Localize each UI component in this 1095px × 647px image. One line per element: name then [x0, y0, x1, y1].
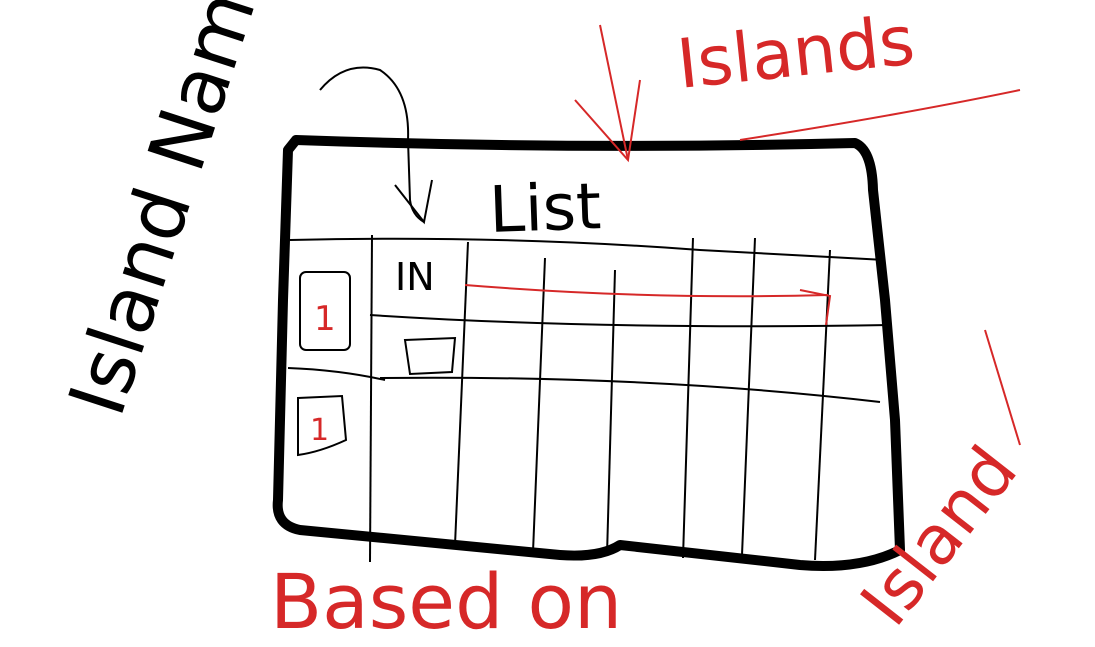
row-checkbox-number: 1 [314, 299, 336, 339]
row-checkbox-number: 1 [310, 413, 329, 448]
row-span-arrow-head [799, 289, 832, 326]
table-row-line-3 [287, 367, 386, 381]
table-column-line [606, 269, 616, 556]
table-header-line [289, 237, 886, 261]
title-arrow [319, 66, 425, 223]
row-checkbox[interactable] [299, 271, 351, 351]
row-checkbox[interactable] [297, 394, 348, 457]
islands-arrow-head [574, 79, 641, 163]
table-row-line-2 [379, 376, 881, 403]
island-name-cell: IN [395, 255, 435, 299]
island-note: Island [846, 432, 1033, 640]
list-title: List [488, 170, 602, 248]
table-column-line [741, 237, 756, 556]
row-span-arrow [464, 284, 829, 298]
based-on-note: Based on [270, 557, 622, 646]
table-column-line [814, 249, 831, 561]
table-row: 1 [297, 394, 348, 457]
island-name-note: Island Name [52, 0, 288, 426]
cell-checkbox[interactable] [403, 336, 457, 376]
islands-arrow [599, 24, 629, 161]
list-frame [272, 135, 905, 571]
islands-note: Islands [674, 1, 919, 104]
table-column-line [369, 234, 373, 563]
table-row-line-1 [369, 314, 891, 328]
table-column-line [682, 237, 694, 559]
title-arrow-head [394, 179, 433, 225]
table-row: 1 [299, 271, 351, 351]
table-column-line [454, 241, 469, 546]
island-note-stroke [984, 329, 1021, 446]
table-column-line [532, 257, 546, 553]
islands-underline [739, 89, 1021, 141]
